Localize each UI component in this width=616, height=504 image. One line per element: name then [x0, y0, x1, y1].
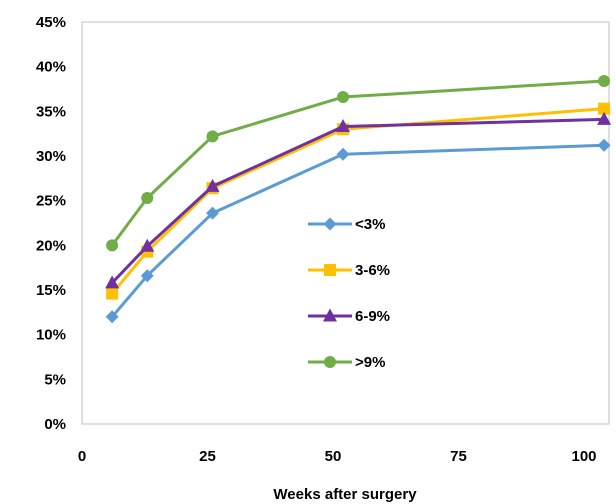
legend: <3% 3-6% 6-9% >9%: [308, 216, 390, 371]
data-point: [140, 238, 155, 252]
series-2: [105, 111, 612, 289]
y-tick-label: 30%: [36, 148, 66, 165]
legend-item: >9%: [308, 354, 385, 371]
data-point: [336, 119, 351, 133]
legend-swatch-marker: [324, 264, 336, 276]
legend-label: 3-6%: [355, 262, 390, 279]
legend-label: <3%: [355, 216, 385, 233]
data-point: [105, 275, 120, 289]
legend-swatch-marker: [324, 356, 336, 368]
y-tick-label: 40%: [36, 59, 66, 76]
data-point: [206, 206, 220, 220]
data-point: [105, 310, 119, 324]
data-point: [597, 111, 612, 125]
x-tick-label: 0: [78, 448, 86, 465]
legend-swatch-marker: [323, 308, 337, 322]
series-0: [105, 138, 611, 324]
y-tick-label: 5%: [44, 371, 66, 388]
legend-swatch-marker: [323, 217, 337, 231]
data-point: [106, 287, 119, 300]
y-tick-label: 25%: [36, 193, 66, 210]
series-3: [106, 74, 611, 252]
y-tick-label: 15%: [36, 282, 66, 299]
data-point: [141, 191, 154, 204]
x-tick-label: 50: [325, 448, 342, 465]
x-axis-ticks: 0 25 50 75 100: [78, 448, 597, 465]
data-point: [598, 102, 611, 115]
data-point: [205, 178, 220, 192]
y-tick-label: 45%: [36, 14, 66, 31]
y-axis-ticks: 0% 5% 10% 15% 20% 25% 30% 35% 40% 45%: [36, 14, 66, 433]
x-axis-title: Weeks after surgery: [273, 486, 417, 503]
y-tick-label: 35%: [36, 103, 66, 120]
y-tick-label: 10%: [36, 327, 66, 344]
data-point: [206, 130, 219, 143]
series-layer: [105, 74, 612, 324]
y-tick-label: 20%: [36, 237, 66, 254]
legend-item: 3-6%: [308, 262, 390, 279]
legend-label: 6-9%: [355, 308, 390, 325]
data-point: [336, 147, 350, 161]
legend-item: <3%: [308, 216, 385, 233]
data-point: [598, 74, 611, 87]
legend-item: 6-9%: [308, 308, 390, 325]
data-point: [337, 91, 350, 104]
x-tick-label: 100: [571, 448, 596, 465]
data-point: [140, 269, 154, 283]
legend-label: >9%: [355, 354, 385, 371]
x-tick-label: 75: [450, 448, 467, 465]
x-tick-label: 25: [199, 448, 216, 465]
data-point: [106, 239, 119, 252]
y-tick-label: 0%: [44, 416, 66, 433]
data-point: [597, 138, 611, 152]
